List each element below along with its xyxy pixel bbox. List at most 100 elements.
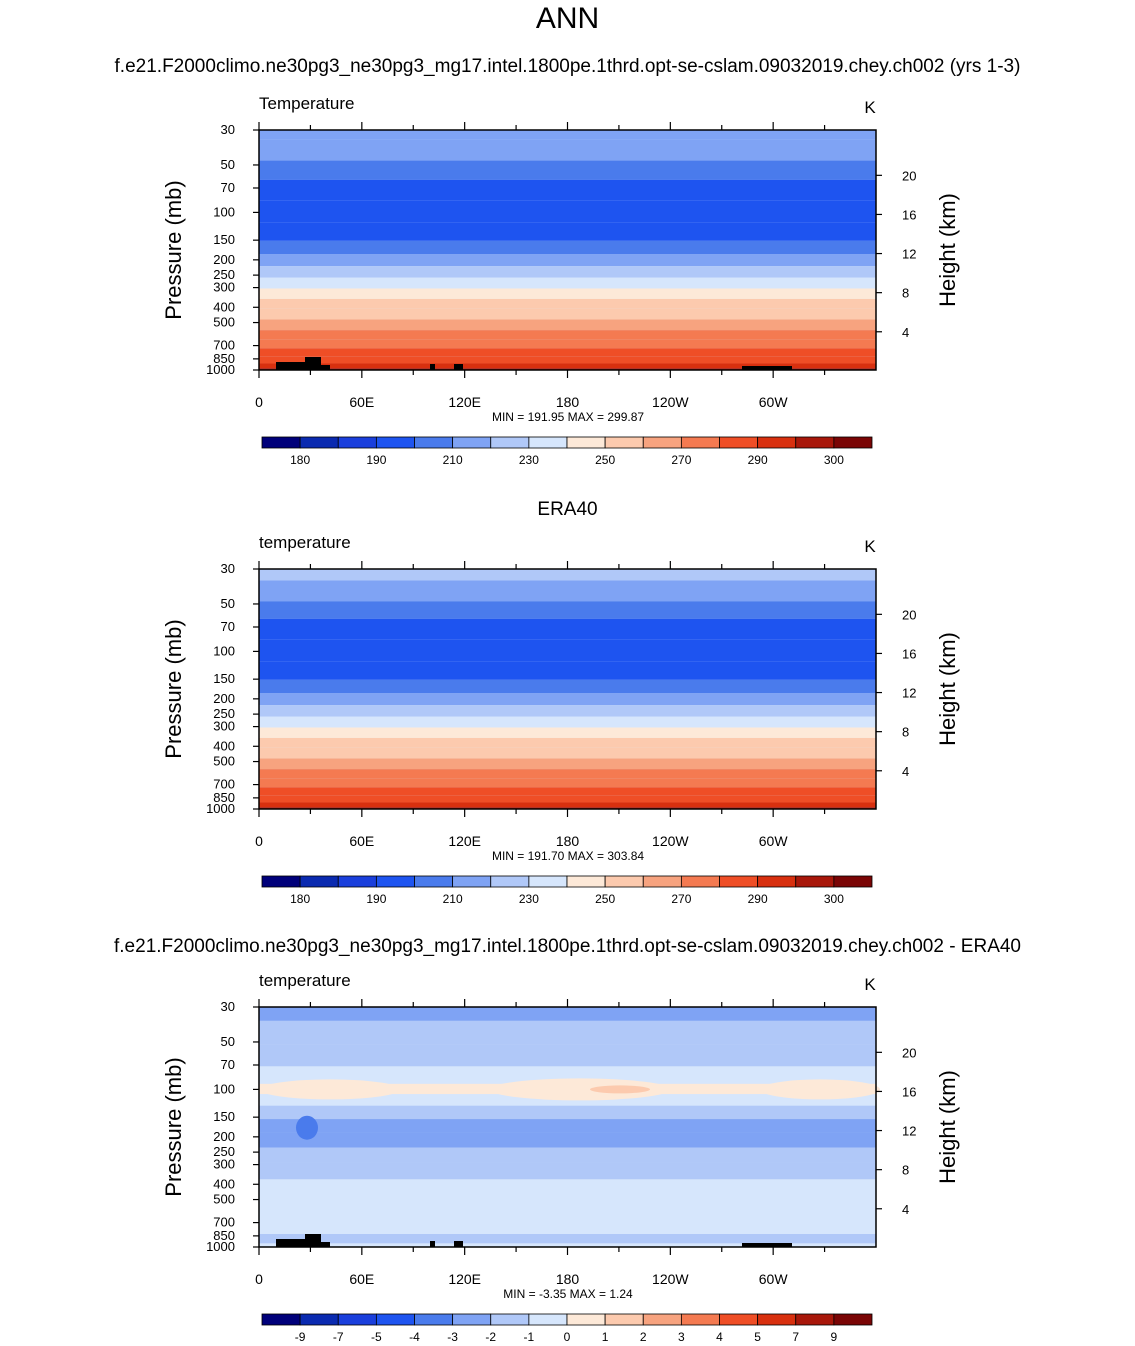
colorbar-swatch [528, 875, 568, 888]
colorbar-swatch [642, 1313, 682, 1326]
topography-mask [321, 365, 330, 370]
colorbar-swatch [414, 875, 454, 888]
contour-band [259, 778, 876, 788]
pressure-tick-label: 400 [213, 299, 235, 314]
pressure-tick-label: 100 [213, 643, 235, 658]
colorbar-label: -1 [524, 1330, 535, 1344]
colorbar-label: 250 [595, 892, 615, 906]
colorbar-label: 7 [792, 1330, 799, 1344]
warm-anomaly [760, 1079, 880, 1100]
lon-tick-label: 120E [448, 833, 481, 849]
lon-tick-label: 120W [652, 1271, 689, 1287]
contour-band [259, 1105, 876, 1120]
lon-tick-label: 0 [255, 833, 263, 849]
colorbar-label: 230 [519, 892, 539, 906]
pressure-tick-label: 70 [221, 180, 235, 195]
height-tick-label: 16 [902, 1084, 916, 1099]
lon-tick-label: 60E [349, 833, 374, 849]
pressure-tick-label: 700 [213, 338, 235, 353]
colorbar-swatch [680, 1313, 720, 1326]
pressure-tick-label: 30 [221, 999, 235, 1014]
contour-band [259, 802, 876, 808]
topography-mask [454, 1241, 463, 1247]
contour-band [259, 139, 876, 161]
ylabel-right: Height (km) [935, 632, 960, 746]
contour-band [259, 580, 876, 602]
contour-band [259, 179, 876, 201]
lon-tick-label: 60W [759, 1271, 789, 1287]
colorbar-swatch [452, 1313, 492, 1326]
contour-band [259, 277, 876, 289]
colorbar-swatch [299, 436, 339, 449]
pressure-tick-label: 70 [221, 1057, 235, 1072]
colorbar-label: -5 [371, 1330, 382, 1344]
units-label: K [864, 98, 876, 117]
colorbar-swatch [452, 436, 492, 449]
pressure-tick-label: 1000 [206, 1239, 235, 1254]
colorbar-swatch [757, 875, 797, 888]
pressure-tick-label: 250 [213, 267, 235, 282]
contour-band [259, 727, 876, 738]
contour-band [259, 1020, 876, 1045]
height-tick-label: 4 [902, 325, 909, 340]
contour-band [259, 288, 876, 299]
contour-band [259, 339, 876, 349]
colorbar-label: -3 [447, 1330, 458, 1344]
height-tick-label: 12 [902, 686, 916, 701]
topography-mask [454, 364, 463, 370]
colorbar-label: 270 [671, 892, 691, 906]
colorbar-label: 290 [748, 453, 768, 467]
colorbar-swatch [490, 1313, 530, 1326]
colorbar-swatch [680, 436, 720, 449]
pressure-tick-label: 300 [213, 280, 235, 295]
contour-band [259, 1044, 876, 1067]
topography-mask [742, 1243, 792, 1247]
contour-band [259, 1199, 876, 1221]
contour-band [259, 758, 876, 770]
contour-band [259, 356, 876, 364]
height-tick-label: 20 [902, 1045, 916, 1060]
topography-mask [430, 1241, 435, 1247]
pressure-tick-label: 1000 [206, 801, 235, 816]
lon-tick-label: 180 [556, 1271, 580, 1287]
min-max-text: MIN = 191.95 MAX = 299.87 [492, 410, 644, 424]
pressure-tick-label: 400 [213, 1176, 235, 1191]
panel-model [253, 122, 882, 449]
colorbar-label: 0 [564, 1330, 571, 1344]
lon-tick-label: 120W [652, 833, 689, 849]
contour-band [259, 679, 876, 694]
colorbar-swatch [566, 875, 606, 888]
colorbar-label: 300 [824, 453, 844, 467]
colorbar-label: 190 [366, 892, 386, 906]
contour-band [259, 319, 876, 331]
units-label: K [864, 975, 876, 994]
contour-band [259, 1179, 876, 1200]
ylabel-left: Pressure (mb) [161, 619, 186, 758]
pressure-tick-label: 300 [213, 1157, 235, 1172]
lon-tick-label: 0 [255, 394, 263, 410]
colorbar-swatch [528, 1313, 568, 1326]
pressure-tick-label: 200 [213, 252, 235, 267]
lon-tick-label: 180 [556, 833, 580, 849]
colorbar-label: 290 [748, 892, 768, 906]
pressure-tick-label: 150 [213, 232, 235, 247]
colorbar-swatch [299, 1313, 339, 1326]
pressure-tick-label: 250 [213, 1144, 235, 1159]
contour-band [259, 298, 876, 309]
colorbar-swatch [604, 1313, 644, 1326]
pressure-tick-label: 50 [221, 596, 235, 611]
colorbar-swatch [337, 436, 377, 449]
colorbar-swatch [490, 436, 530, 449]
contour-band [259, 787, 876, 796]
pressure-tick-label: 70 [221, 619, 235, 634]
height-tick-label: 8 [902, 725, 909, 740]
colorbar-swatch [719, 436, 759, 449]
topography-mask [305, 1234, 321, 1247]
ylabel-left: Pressure (mb) [161, 180, 186, 319]
pressure-tick-label: 250 [213, 706, 235, 721]
colorbar-label: 210 [443, 892, 463, 906]
colorbar-label: 2 [640, 1330, 647, 1344]
contour-band [259, 222, 876, 241]
pressure-tick-label: 700 [213, 777, 235, 792]
